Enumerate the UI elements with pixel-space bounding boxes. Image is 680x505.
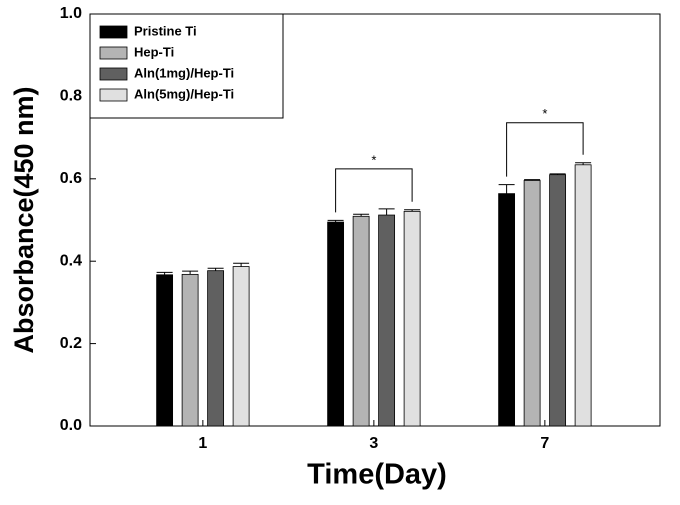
legend-label: Aln(5mg)/Hep-Ti — [134, 86, 234, 101]
y-tick-label: 0.6 — [60, 170, 82, 187]
bar — [207, 270, 225, 427]
y-axis-label: Absorbance(450 nm) — [9, 86, 39, 353]
legend-swatch — [99, 88, 128, 102]
bar — [327, 221, 345, 427]
y-tick-label: 1.0 — [60, 5, 82, 22]
significance-bracket — [506, 122, 584, 177]
legend-label: Aln(1mg)/Hep-Ti — [134, 65, 234, 80]
legend-label: Hep-Ti — [134, 44, 174, 59]
bar — [156, 274, 174, 427]
legend: Pristine Ti Hep-Ti Aln(1mg)/Hep-Ti Aln(5mg)… — [89, 13, 284, 119]
bar — [498, 193, 516, 427]
y-tick-label: 0.4 — [60, 252, 82, 269]
x-tick-label: 1 — [198, 435, 207, 452]
x-tick-label: 3 — [369, 435, 378, 452]
significance-bracket — [335, 168, 413, 213]
legend-swatch — [99, 46, 128, 60]
y-tick-label: 0.2 — [60, 335, 82, 352]
bar — [181, 273, 199, 427]
legend-swatch — [99, 25, 128, 39]
y-tick-label: 0.0 — [60, 417, 82, 434]
bar — [523, 180, 541, 427]
significance-label: * — [542, 106, 547, 121]
bar — [352, 215, 370, 427]
legend-label: Pristine Ti — [134, 23, 197, 38]
x-axis-label: Time(Day) — [307, 459, 447, 491]
bar — [403, 210, 421, 427]
bar — [549, 174, 567, 427]
bar — [378, 214, 396, 427]
legend-swatch — [99, 67, 128, 81]
bar — [232, 266, 250, 427]
x-tick-label: 7 — [540, 435, 549, 452]
plot-frame — [89, 13, 661, 427]
bar — [574, 164, 592, 427]
y-tick-label: 0.8 — [60, 88, 82, 105]
significance-label: * — [371, 152, 376, 167]
